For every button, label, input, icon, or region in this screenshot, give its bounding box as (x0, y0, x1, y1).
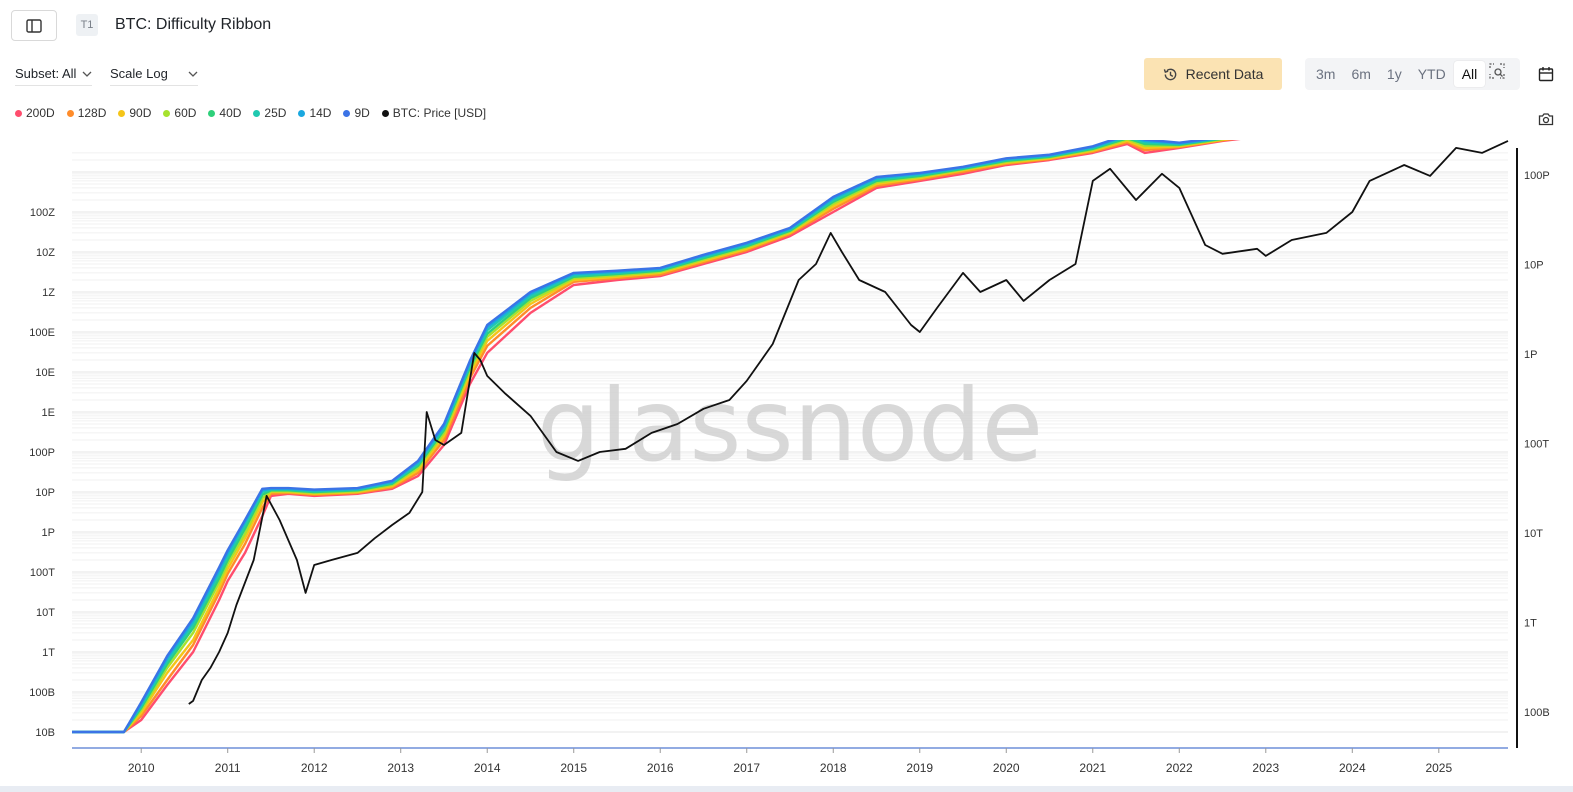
legend-label: 60D (174, 106, 197, 120)
y-left-tick-label: 10T (36, 607, 55, 619)
sidebar-toggle-button[interactable] (11, 10, 57, 41)
history-icon (1163, 68, 1176, 80)
x-tick-label: 2013 (387, 761, 414, 775)
range-all-button[interactable]: All (1453, 61, 1486, 87)
legend-item[interactable]: 25D (253, 106, 286, 120)
x-tick-label: 2019 (906, 761, 933, 775)
y-left-tick-label: 100P (29, 447, 55, 459)
x-tick-label: 2012 (301, 761, 328, 775)
screenshot-button[interactable] (1538, 112, 1554, 131)
y-left-tick-label: 100T (30, 567, 55, 579)
y-right-tick-label: 100P (1524, 170, 1550, 182)
y-left-tick-label: 10P (35, 487, 55, 499)
price-line (188, 140, 1509, 705)
zoom-select-icon (1489, 63, 1505, 79)
y-right-tick-label: 100T (1524, 439, 1549, 451)
range-selector: 3m 6m 1y YTD All (1305, 58, 1520, 90)
range-6m-button[interactable]: 6m (1351, 66, 1371, 82)
legend-dot (208, 109, 216, 117)
x-tick-label: 2025 (1425, 761, 1452, 775)
range-ytd-button[interactable]: YTD (1417, 66, 1446, 82)
y-left-tick-label: 10Z (36, 247, 55, 259)
scroll-track (0, 786, 1573, 792)
y-right-tick-label: 100B (1524, 707, 1550, 719)
legend-label: 128D (77, 106, 107, 120)
y-right-tick-label: 1T (1524, 618, 1537, 630)
legend-item[interactable]: 60D (163, 106, 196, 120)
y-left-tick-label: 10B (35, 727, 55, 739)
recent-data-label: Recent Data (1185, 66, 1264, 82)
tier-badge: T1 (76, 14, 98, 36)
legend-item[interactable]: 40D (208, 106, 241, 120)
y-left-tick-label: 100Z (30, 207, 55, 219)
x-tick-label: 2020 (993, 761, 1020, 775)
legend-dot (66, 109, 74, 117)
scale-dropdown[interactable]: Scale Log (110, 66, 198, 86)
legend-label: 40D (219, 106, 242, 120)
y-left-tick-label: 10E (35, 367, 55, 379)
chevron-down-icon (188, 71, 198, 77)
chart-area[interactable]: 10B 100B 1T 10T 100T 1P 10P 100P 1E 10E 100E 1Z 10Z 1… (0, 140, 1573, 786)
legend-dot (381, 109, 389, 117)
y-right-tick-label: 10T (1524, 528, 1543, 540)
y-left-tick-label: 100E (29, 327, 55, 339)
y-left-tick-label: 100B (29, 687, 55, 699)
x-tick-label: 2015 (560, 761, 587, 775)
sidebar-icon (26, 18, 42, 33)
y-right-tick-label: 1P (1524, 349, 1537, 361)
x-tick-label: 2023 (1252, 761, 1279, 775)
legend-label: 14D (309, 106, 332, 120)
legend-dot (118, 109, 126, 117)
legend-dot (163, 109, 171, 117)
calendar-button[interactable] (1530, 58, 1562, 90)
x-tick-label: 2010 (128, 761, 155, 775)
x-tick-label: 2024 (1339, 761, 1366, 775)
range-1y-button[interactable]: 1y (1386, 66, 1402, 82)
subset-dropdown[interactable]: Subset: All (15, 66, 93, 86)
legend-dot (298, 109, 306, 117)
watermark: glassnode (537, 367, 1043, 484)
y-left-tick-label: 1E (42, 407, 55, 419)
y-left-tick-label: 1T (42, 647, 55, 659)
legend-dot (253, 109, 261, 117)
calendar-icon (1538, 67, 1554, 82)
camera-icon (1538, 113, 1554, 126)
legend-dot (343, 109, 351, 117)
scale-label: Scale Log (110, 66, 168, 81)
legend-label: 200D (26, 106, 55, 120)
legend-item[interactable]: 90D (118, 106, 151, 120)
y-left-tick-label: 1P (42, 527, 55, 539)
zoom-select-button[interactable] (1485, 61, 1509, 87)
legend-label: 9D (354, 106, 370, 120)
legend-dot (15, 109, 22, 117)
legend-item[interactable]: 200D (15, 106, 55, 120)
legend-label: 25D (264, 106, 287, 120)
range-3m-button[interactable]: 3m (1316, 66, 1336, 82)
y-left-tick-label: 1Z (42, 287, 55, 299)
legend-label: BTC: Price [USD] (392, 106, 487, 120)
y-right-tick-label: 10P (1524, 260, 1544, 272)
x-tick-label: 2022 (1166, 761, 1193, 775)
legend-item[interactable]: BTC: Price [USD] (381, 106, 487, 120)
page-title: BTC: Difficulty Ribbon (115, 16, 272, 33)
x-tick-label: 2018 (820, 761, 847, 775)
x-tick-label: 2014 (474, 761, 501, 775)
x-tick-label: 2017 (733, 761, 760, 775)
x-tick-label: 2016 (647, 761, 674, 775)
x-tick-label: 2021 (1079, 761, 1106, 775)
x-tick-label: 2011 (215, 761, 241, 775)
legend-label: 90D (129, 106, 152, 120)
chart-legend: 200D 128D 90D 60D 40D 25D 14D 9D BTC: Price [USD… (15, 106, 486, 120)
recent-data-button[interactable]: Recent Data (1144, 58, 1282, 90)
legend-item[interactable]: 14D (298, 106, 331, 120)
legend-item[interactable]: 128D (66, 106, 107, 120)
legend-item[interactable]: 9D (343, 106, 370, 120)
series-line-9d (72, 140, 1211, 734)
chevron-down-icon (82, 71, 92, 77)
subset-label: Subset: All (15, 66, 77, 81)
